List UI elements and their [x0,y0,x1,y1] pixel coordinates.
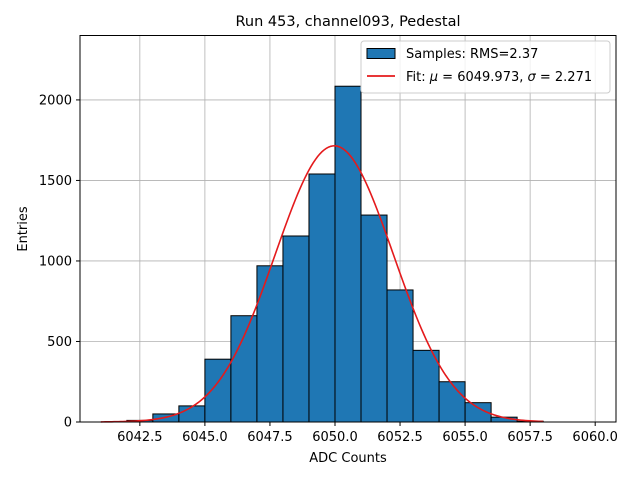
legend-box [360,40,611,94]
histogram-bar [386,289,414,423]
chart-title: Run 453, channel093, Pedestal [235,14,460,30]
y-tick-label: 500 [47,335,72,350]
histogram-bars [126,85,544,423]
histogram-bar [308,173,336,423]
legend-samples-swatch [366,48,396,59]
plot-frame [79,35,617,423]
y-tick-label: 1000 [39,254,72,269]
legend-samples-label: Samples: RMS=2.37 [406,47,538,62]
fit-curve [100,145,544,423]
legend: Samples: RMS=2.37 Fit: μ = 6049.973, σ =… [360,40,611,94]
x-tick-label: 6047.5 [247,430,293,445]
histogram-bar [438,381,466,423]
histogram-bar [230,315,258,423]
x-tick-label: 6057.5 [507,430,553,445]
histogram-bar [360,214,388,423]
legend-fit-label: Fit: μ = 6049.973, σ = 2.271 [406,70,592,85]
x-tick-label: 6042.5 [117,430,163,445]
histogram-bar [334,85,362,423]
y-axis-label: Entries [16,206,31,252]
x-axis-ticks: 6042.5 6045.0 6047.5 6050.0 6052.5 6055.0 6057… [117,422,618,445]
histogram-bar [256,265,284,423]
histogram-bar [412,349,440,423]
x-tick-label: 6050.0 [312,430,358,445]
x-tick-label: 6052.5 [377,430,423,445]
y-tick-label: 2000 [39,93,72,108]
y-axis-ticks: 0 500 1000 1500 2000 [39,93,80,431]
x-tick-label: 6055.0 [442,430,488,445]
fit-curve-group [100,145,544,423]
x-axis-label: ADC Counts [309,451,387,466]
y-tick-label: 1500 [39,174,72,189]
x-tick-label: 6060.0 [572,430,618,445]
histogram-bar [282,235,310,423]
histogram-bar [178,405,206,423]
y-tick-label: 0 [64,416,72,431]
x-tick-label: 6045.0 [182,430,228,445]
